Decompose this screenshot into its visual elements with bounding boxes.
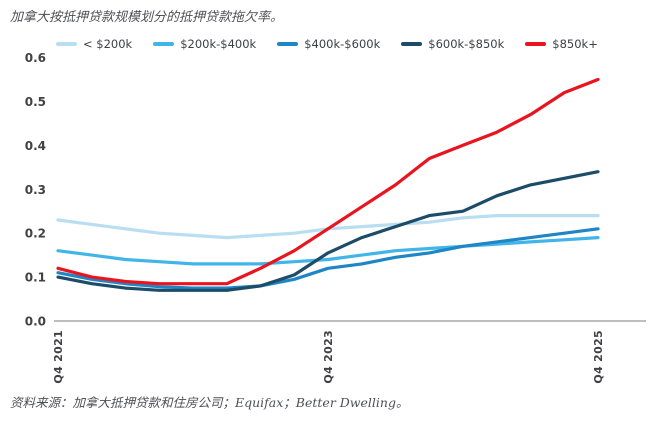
legend-item-under-200k: < $200k bbox=[56, 37, 132, 51]
series-line-4 bbox=[56, 77, 600, 286]
series-line-0 bbox=[56, 214, 600, 240]
legend-swatch bbox=[401, 42, 423, 46]
legend-item-200k-400k: $200k-$400k bbox=[153, 37, 256, 51]
legend-label: $400k-$600k bbox=[304, 37, 381, 51]
y-axis-tick-label: 0.2 bbox=[25, 227, 46, 241]
legend-swatch bbox=[277, 42, 299, 46]
y-axis-tick-label: 0.1 bbox=[25, 271, 46, 285]
series-line-1 bbox=[56, 236, 600, 266]
legend-label: $600k-$850k bbox=[428, 37, 505, 51]
x-axis-tick-label: Q4 2025 bbox=[592, 330, 605, 384]
legend-item-850k-plus: $850k+ bbox=[525, 37, 598, 51]
legend-swatch bbox=[56, 42, 77, 46]
legend-item-400k-600k: $400k-$600k bbox=[277, 37, 380, 51]
x-axis-tick-label: Q4 2023 bbox=[322, 330, 335, 384]
x-axis-tick-label: Q4 2021 bbox=[52, 330, 65, 384]
legend-label: $850k+ bbox=[552, 37, 598, 51]
y-axis-tick-label: 0.3 bbox=[25, 183, 46, 197]
series-line-2 bbox=[56, 227, 600, 290]
y-axis-tick-label: 0.4 bbox=[25, 139, 46, 153]
y-axis-tick-label: 0.5 bbox=[25, 95, 46, 109]
y-axis-tick-label: 0.6 bbox=[25, 51, 46, 65]
y-axis-tick-label: 0.0 bbox=[25, 315, 46, 329]
series-line-3 bbox=[56, 170, 600, 292]
legend-label: < $200k bbox=[83, 37, 133, 51]
chart-legend: < $200k $200k-$400k $400k-$600k $600k-$8… bbox=[56, 37, 598, 51]
chart-title: 加拿大按抵押贷款规模划分的抵押贷款拖欠率。 bbox=[10, 10, 284, 25]
legend-label: $200k-$400k bbox=[180, 37, 257, 51]
source-note: 资料来源：加拿大抵押贷款和住房公司；Equifax；Better Dwellin… bbox=[10, 395, 409, 410]
legend-swatch bbox=[153, 42, 175, 46]
legend-item-600k-850k: $600k-$850k bbox=[401, 37, 504, 51]
legend-swatch bbox=[525, 42, 547, 46]
